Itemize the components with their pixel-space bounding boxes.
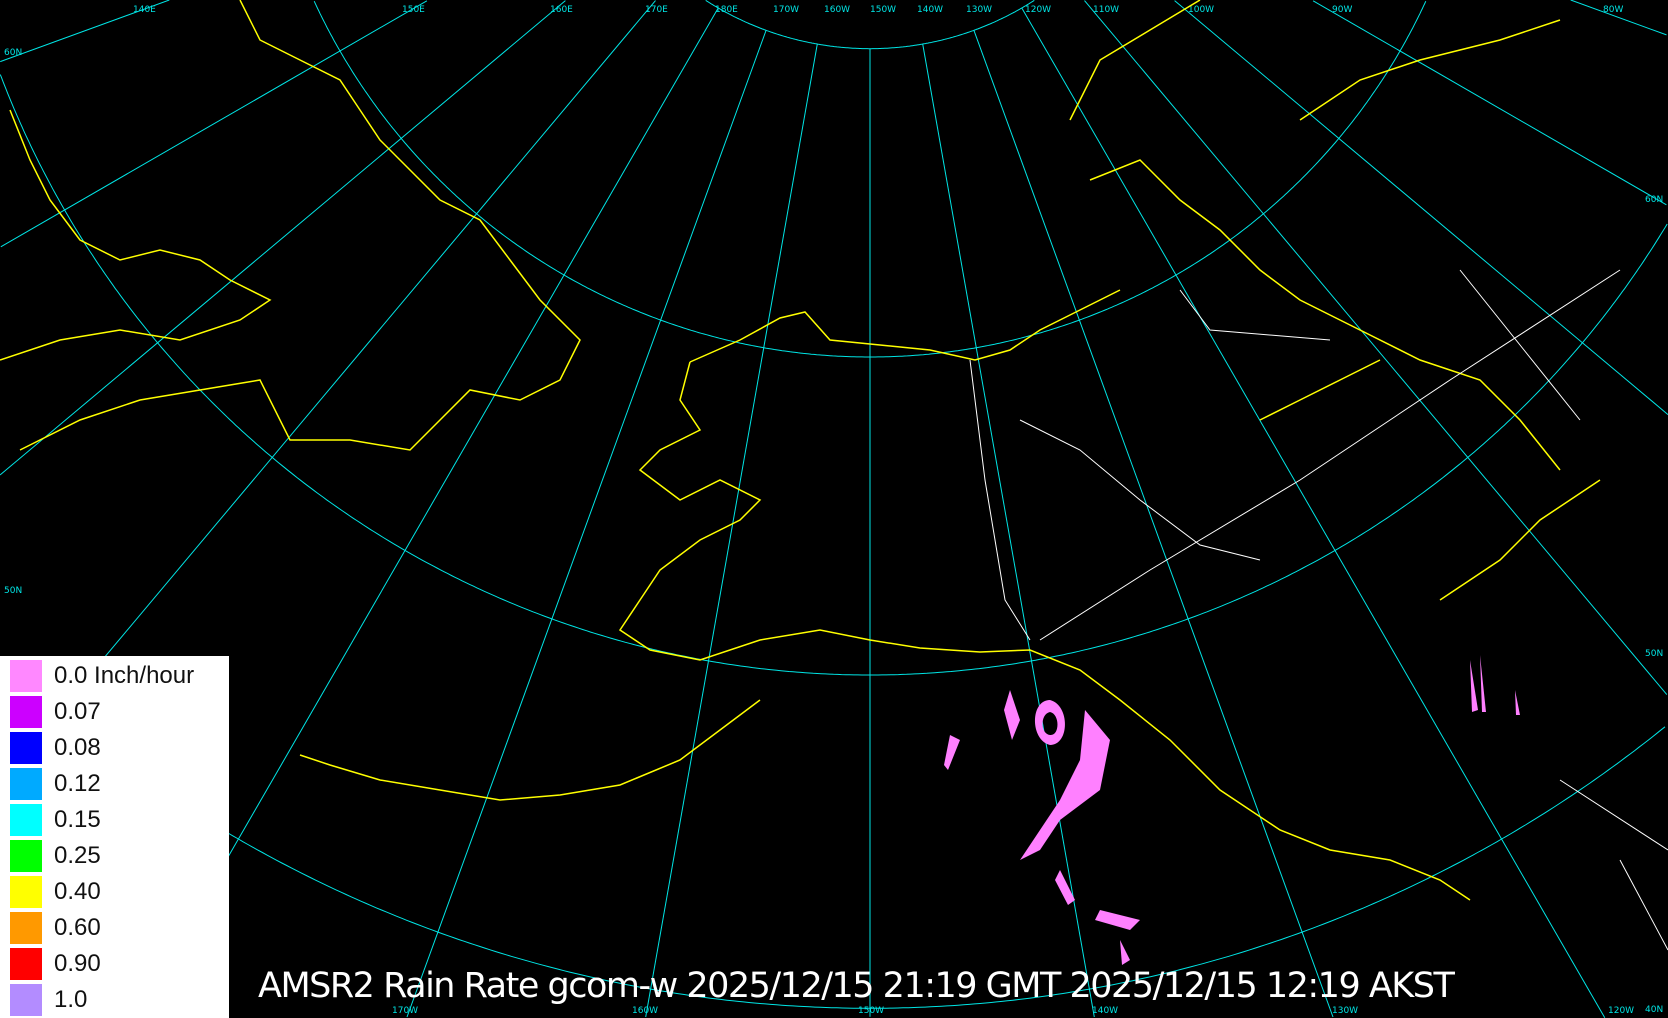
legend-swatch <box>10 876 42 908</box>
legend-item: 0.07 <box>10 696 101 728</box>
legend-swatch <box>10 912 42 944</box>
parallel-80n <box>705 0 1035 50</box>
legend-item: 0.40 <box>10 876 101 908</box>
meridian <box>134 7 719 1018</box>
top-grid-label: 150E <box>402 5 425 15</box>
legend-swatch <box>10 948 42 980</box>
meridian <box>1084 0 1668 695</box>
bottom-grid-label: 170W <box>392 1006 418 1016</box>
legend-swatch <box>10 768 42 800</box>
political-borders <box>969 269 1668 951</box>
legend-swatch <box>10 696 42 728</box>
top-grid-label: 90W <box>1332 5 1352 15</box>
legend-item: 0.25 <box>10 840 101 872</box>
right-grid-label: 50N <box>1645 649 1663 659</box>
top-grid-label: 170W <box>773 5 799 15</box>
top-grid-label: 180E <box>715 5 738 15</box>
right-grid-label: 60N <box>1645 195 1663 205</box>
top-grid-label: 120W <box>1025 5 1051 15</box>
left-grid-label: 60N <box>4 48 22 58</box>
legend-item: 1.0 <box>10 984 87 1016</box>
meridian <box>1312 0 1667 206</box>
meridian <box>0 0 428 248</box>
legend-swatch <box>10 804 42 836</box>
bottom-grid-label: 120W <box>1608 1006 1634 1016</box>
legend-label: 0.60 <box>54 914 101 941</box>
top-grid-label: 80W <box>1603 5 1623 15</box>
meridian <box>0 0 170 63</box>
meridian <box>0 0 656 781</box>
rain-swath <box>944 655 1520 965</box>
top-grid-label: 100W <box>1188 5 1214 15</box>
top-grid-label: 140E <box>133 5 156 15</box>
map-title: AMSR2 Rain Rate gcom-w 2025/12/15 21:19 … <box>258 966 1455 1006</box>
alaska-coastline <box>618 289 1471 901</box>
legend-label: 0.08 <box>54 734 101 761</box>
rain-area <box>944 655 1520 965</box>
right-grid-label: 40N <box>1645 1005 1663 1015</box>
legend-item: 0.12 <box>10 768 101 800</box>
meridian <box>922 43 1095 1018</box>
legend-swatch <box>10 732 42 764</box>
canada-coastline <box>1069 0 1601 601</box>
rain-area <box>1020 710 1110 860</box>
meridian <box>0 0 566 476</box>
legend-label: 0.07 <box>54 698 101 725</box>
bottom-grid-label: 160W <box>632 1006 658 1016</box>
legend-label: 1.0 <box>54 986 88 1013</box>
meridian <box>645 43 818 1018</box>
bottom-grid-label: 140W <box>1092 1006 1118 1016</box>
legend-label: 0.0 Inch/hour <box>54 662 195 689</box>
parallel-60n <box>0 74 1668 676</box>
top-grid-label: 170E <box>645 5 668 15</box>
legend-item: 0.0 Inch/hour <box>10 660 194 692</box>
meridian <box>1174 0 1668 415</box>
bottom-grid-label: 150W <box>858 1006 884 1016</box>
meridian <box>1021 7 1606 1018</box>
meridian <box>973 30 1334 1018</box>
top-grid-label: 140W <box>917 5 943 15</box>
legend-label: 0.90 <box>54 950 101 977</box>
color-legend: 0.0 Inch/hour 0.07 0.08 0.12 0.15 0.25 0.40 0.6… <box>0 656 229 1018</box>
legend-item: 0.60 <box>10 912 101 944</box>
legend-swatch <box>10 660 42 692</box>
top-grid-label: 150W <box>870 5 896 15</box>
rain-area <box>1035 700 1065 745</box>
legend-item: 0.08 <box>10 732 101 764</box>
bottom-grid-label: 130W <box>1332 1006 1358 1016</box>
canada-us-border <box>1039 269 1621 641</box>
alaska-canada-border <box>969 359 1261 641</box>
legend-label: 0.25 <box>54 842 101 869</box>
legend-item: 0.90 <box>10 948 101 980</box>
meridian <box>406 30 767 1018</box>
top-grid-label: 160W <box>824 5 850 15</box>
legend-label: 0.12 <box>54 770 101 797</box>
coastlines <box>0 0 1601 901</box>
legend-label: 0.15 <box>54 806 101 833</box>
aleutian-coastline <box>299 699 761 801</box>
legend-swatch <box>10 984 42 1016</box>
legend-item: 0.15 <box>10 804 101 836</box>
top-grid-label: 110W <box>1093 5 1119 15</box>
legend-swatch <box>10 840 42 872</box>
siberia-coastline <box>0 0 581 451</box>
parallel-50n <box>0 660 1666 1009</box>
parallel-70n <box>313 0 1427 358</box>
top-grid-label: 160E <box>550 5 573 15</box>
left-grid-label: 50N <box>4 586 22 596</box>
meridian <box>1570 0 1667 36</box>
legend-label: 0.40 <box>54 878 101 905</box>
province-border <box>1179 269 1668 951</box>
top-grid-label: 130W <box>966 5 992 15</box>
